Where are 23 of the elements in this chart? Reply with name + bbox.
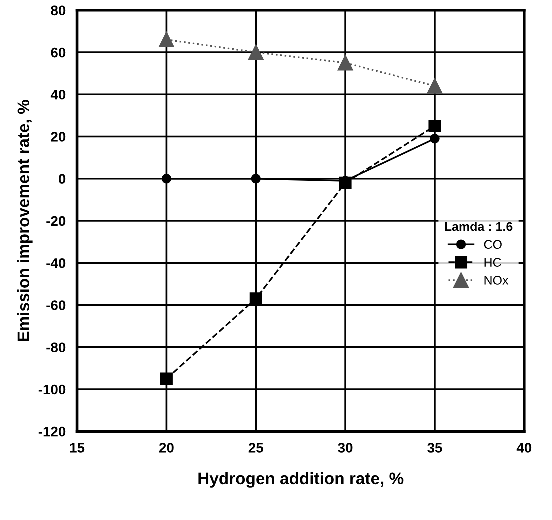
legend-title: Lamda : 1.6: [445, 222, 513, 232]
y-axis-title: Emission improvement rate, %: [17, 100, 33, 342]
y-tick-label: -20: [46, 216, 66, 226]
x-tick-label: 40: [516, 443, 532, 453]
y-tick-label: 60: [51, 48, 66, 58]
y-tick-label: 40: [50, 90, 66, 100]
y-tick-label: 20: [51, 132, 66, 142]
y-tick-label: -100: [38, 384, 66, 395]
legend-label: CO: [484, 240, 502, 250]
y-tick-label: -60: [46, 300, 66, 310]
legend-label: NOx: [484, 276, 509, 285]
y-tick-label: 80: [51, 6, 66, 16]
x-axis-title: Hydrogen addition rate, %: [198, 472, 404, 488]
legend-label: HC: [484, 258, 502, 268]
x-tick-label: 15: [70, 443, 85, 453]
y-tick-label: 0: [58, 174, 66, 184]
x-tick-label: 35: [428, 443, 442, 453]
x-tick-label: 30: [338, 443, 353, 453]
y-tick-label: -80: [46, 342, 66, 353]
x-tick-label: 25: [248, 443, 264, 453]
y-tick-label: -120: [38, 426, 66, 437]
x-tick-label: 20: [159, 443, 174, 453]
y-tick-label: -40: [46, 258, 66, 268]
